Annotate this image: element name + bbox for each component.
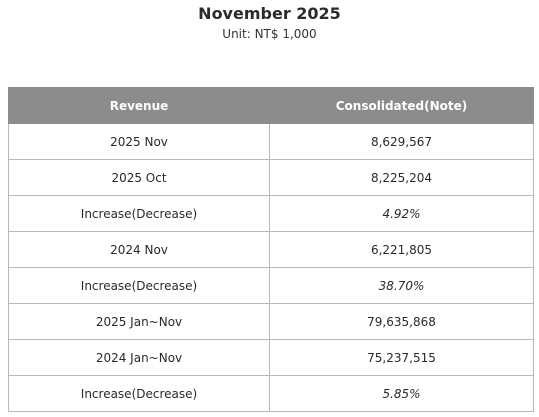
table-row: Increase(Decrease) 5.85% xyxy=(8,375,534,412)
row-value: 75,237,515 xyxy=(269,339,534,376)
row-value: 8,225,204 xyxy=(269,159,534,196)
row-value: 6,221,805 xyxy=(269,231,534,268)
row-label: 2025 Jan~Nov xyxy=(8,303,270,340)
row-label: 2024 Jan~Nov xyxy=(8,339,270,376)
header-revenue: Revenue xyxy=(8,87,270,124)
row-value: 38.70% xyxy=(269,267,534,304)
row-value: 79,635,868 xyxy=(269,303,534,340)
table-row: 2025 Oct 8,225,204 xyxy=(8,159,534,196)
row-label: Increase(Decrease) xyxy=(8,375,270,412)
table-row: 2025 Jan~Nov 79,635,868 xyxy=(8,303,534,340)
row-label: Increase(Decrease) xyxy=(8,195,270,232)
table-header-row: Revenue Consolidated(Note) xyxy=(8,87,534,124)
row-value: 5.85% xyxy=(269,375,534,412)
page-title: November 2025 xyxy=(198,4,341,23)
table-row: Increase(Decrease) 38.70% xyxy=(8,267,534,304)
table-row: 2024 Jan~Nov 75,237,515 xyxy=(8,339,534,376)
table-row: 2024 Nov 6,221,805 xyxy=(8,231,534,268)
row-value: 4.92% xyxy=(269,195,534,232)
table-row: 2025 Nov 8,629,567 xyxy=(8,123,534,160)
table-row: Increase(Decrease) 4.92% xyxy=(8,195,534,232)
row-label: 2025 Nov xyxy=(8,123,270,160)
row-value: 8,629,567 xyxy=(269,123,534,160)
revenue-table: Revenue Consolidated(Note) 2025 Nov 8,629… xyxy=(8,87,534,412)
row-label: 2024 Nov xyxy=(8,231,270,268)
row-label: 2025 Oct xyxy=(8,159,270,196)
row-label: Increase(Decrease) xyxy=(8,267,270,304)
header-consolidated: Consolidated(Note) xyxy=(269,87,534,124)
unit-subtitle: Unit: NT$ 1,000 xyxy=(222,27,317,41)
